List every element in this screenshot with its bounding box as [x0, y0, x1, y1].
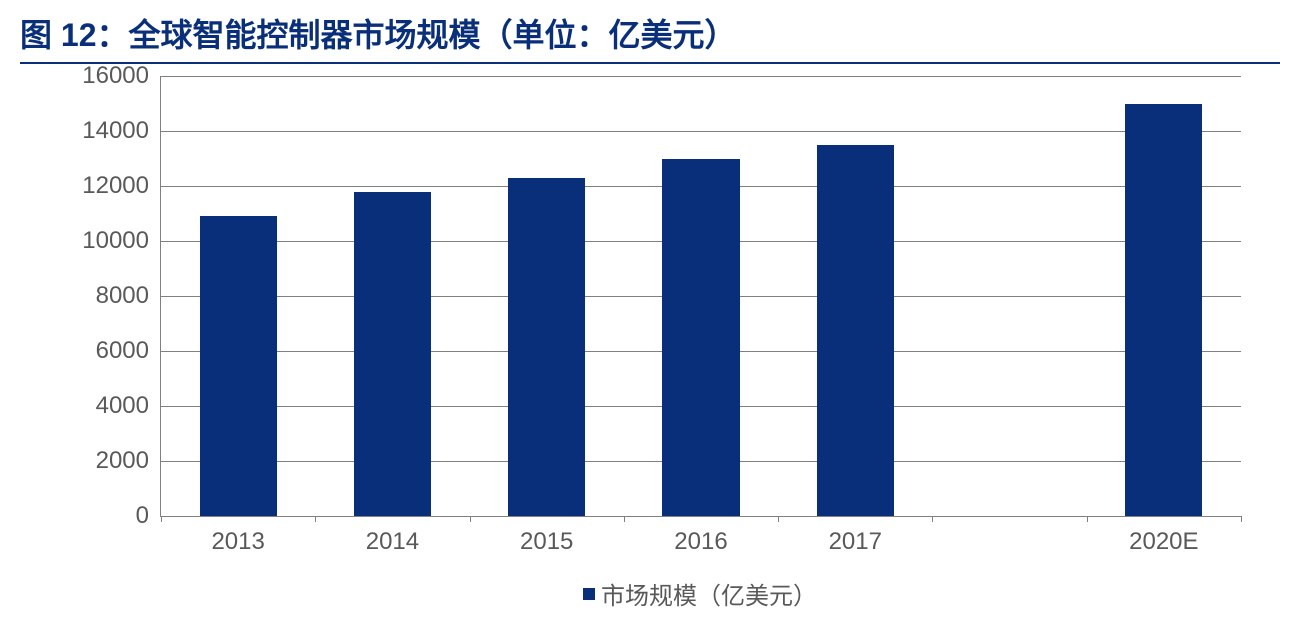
plot-area: 0200040006000800010000120001400016000201…	[160, 76, 1241, 517]
figure-title-row: 图 12： 全球智能控制器市场规模（单位：亿美元）	[20, 10, 1280, 64]
bar	[662, 159, 739, 517]
y-axis-label: 10000	[82, 227, 161, 255]
figure-title-prefix: 图 12：	[20, 10, 129, 56]
y-axis-label: 14000	[82, 117, 161, 145]
y-axis-label: 4000	[96, 392, 161, 420]
x-axis-label: 2017	[829, 516, 882, 556]
chart-area: 0200040006000800010000120001400016000201…	[160, 76, 1240, 517]
x-axis-label: 2015	[520, 516, 573, 556]
x-axis-tick	[778, 516, 779, 522]
y-axis-label: 16000	[82, 62, 161, 90]
x-axis-label: 2016	[674, 516, 727, 556]
bar	[508, 178, 585, 516]
bar	[1125, 104, 1202, 517]
gridline	[161, 131, 1241, 132]
y-axis-label: 0	[136, 502, 161, 530]
x-axis-tick	[315, 516, 316, 522]
figure-title-text: 全球智能控制器市场规模（单位：亿美元）	[129, 10, 737, 56]
y-axis-label: 6000	[96, 337, 161, 365]
bar	[200, 216, 277, 516]
y-axis-label: 8000	[96, 282, 161, 310]
figure-container: 图 12： 全球智能控制器市场规模（单位：亿美元） 02000400060008…	[0, 0, 1300, 640]
y-axis-label: 12000	[82, 172, 161, 200]
x-axis-tick	[932, 516, 933, 522]
x-axis-tick	[470, 516, 471, 522]
chart-legend: 市场规模（亿美元）	[583, 576, 817, 611]
legend-swatch-icon	[583, 588, 595, 600]
x-axis-tick	[624, 516, 625, 522]
gridline	[161, 76, 1241, 77]
x-axis-tick	[1241, 516, 1242, 522]
bar	[817, 145, 894, 516]
bar	[354, 192, 431, 517]
y-axis-label: 2000	[96, 447, 161, 475]
x-axis-label: 2013	[211, 516, 264, 556]
x-axis-label: 2014	[366, 516, 419, 556]
legend-label: 市场规模（亿美元）	[601, 576, 817, 611]
x-axis-tick	[161, 516, 162, 522]
x-axis-label: 2020E	[1129, 516, 1198, 556]
x-axis-tick	[1087, 516, 1088, 522]
